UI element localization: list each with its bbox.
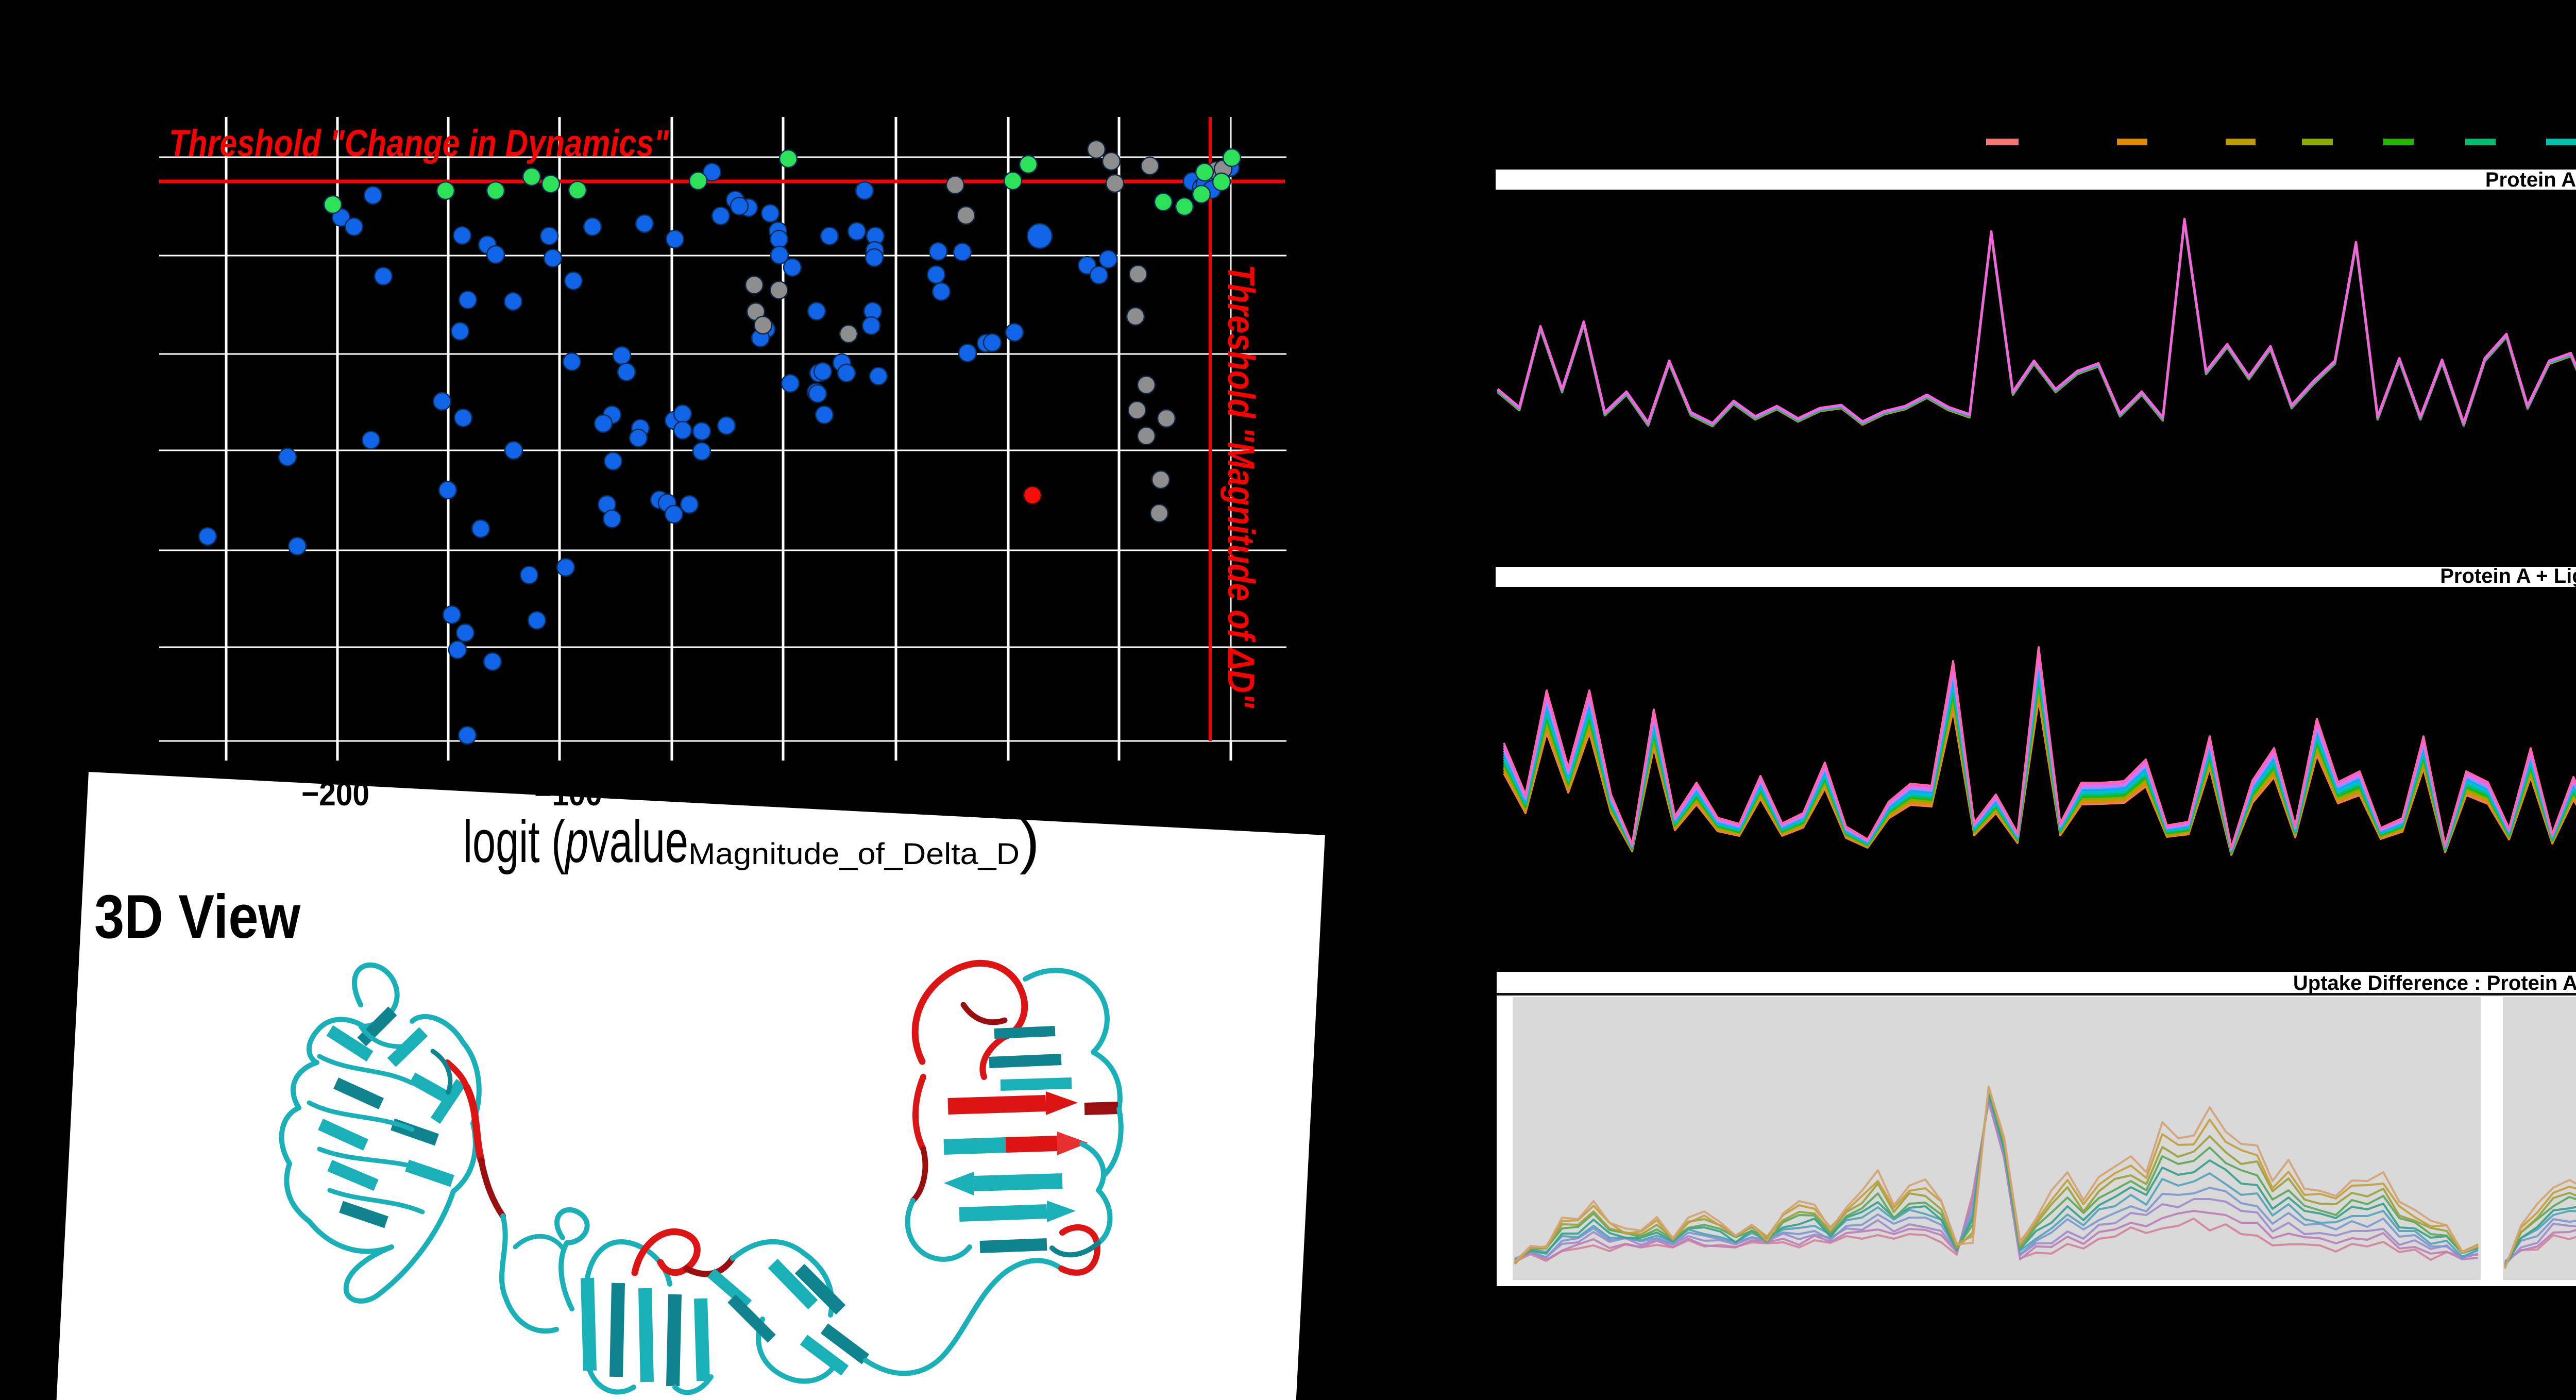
svg-text:−200: −200 — [301, 774, 369, 813]
svg-text:−100: −100 — [534, 774, 602, 813]
svg-text:Threshold "Magnitude of ΔD": Threshold "Magnitude of ΔD" — [1220, 264, 1262, 709]
svg-text:Protein A: Protein A — [2485, 168, 2576, 191]
svg-text:Magnitude_of_Delta_D: Magnitude_of_Delta_D — [688, 837, 1020, 871]
svg-text:Uptake Difference : Protein A: Uptake Difference : Protein A - (Protein… — [2293, 972, 2576, 994]
svg-text:Protein A + Ligand: Protein A + Ligand — [2440, 565, 2576, 587]
svg-text:logit (pvalue: logit (pvalue — [463, 808, 688, 875]
svg-text:): ) — [1020, 808, 1040, 875]
svg-text:3D View: 3D View — [94, 882, 301, 951]
svg-text:Threshold "Change in Dynamics": Threshold "Change in Dynamics" — [169, 123, 669, 164]
